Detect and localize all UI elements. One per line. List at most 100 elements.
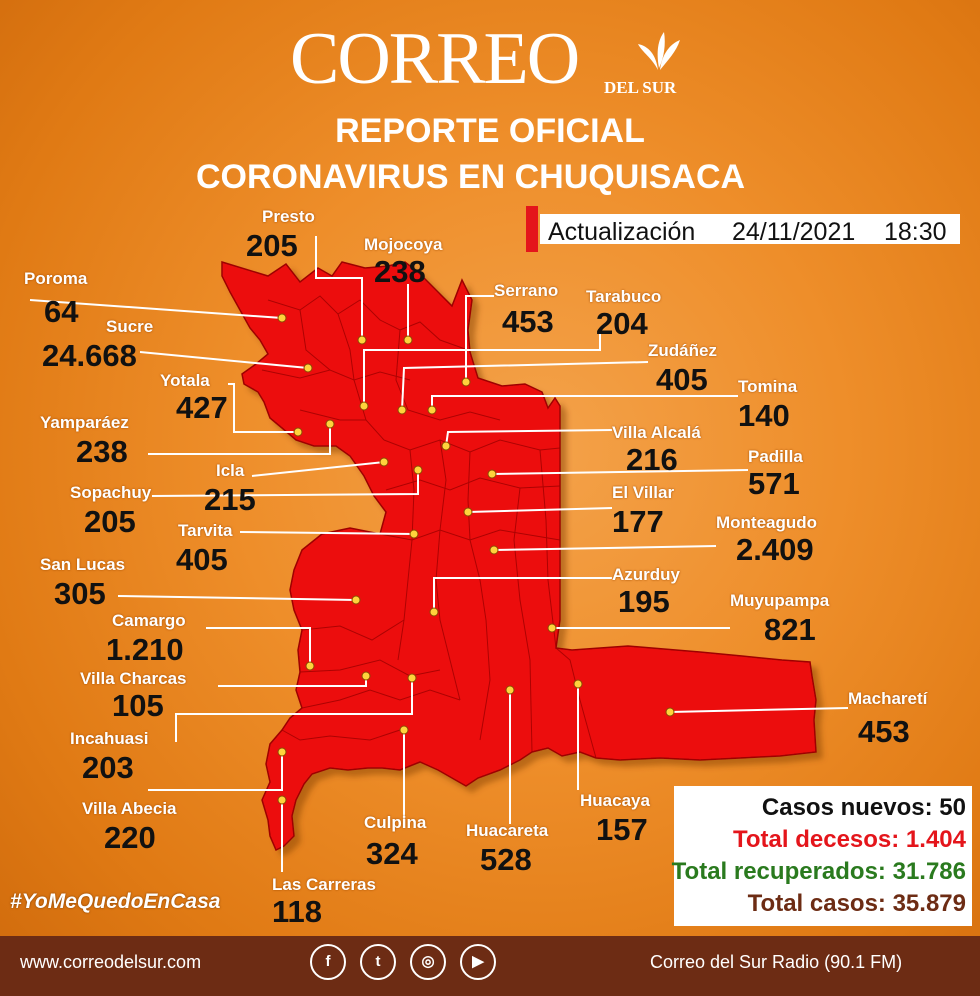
municipality-cases-sucre: 24.668	[42, 338, 137, 373]
municipality-name-tarabuco: Tarabuco	[586, 287, 662, 306]
municipality-cases-el-villar: 177	[612, 504, 664, 539]
municipality-name-incahuasi: Incahuasi	[70, 729, 149, 748]
marker-muyupampa	[547, 623, 557, 633]
marker-presto	[357, 335, 367, 345]
marker-yotala	[293, 427, 303, 437]
municipality-cases-camargo: 1.210	[106, 632, 184, 667]
leader-lines	[29, 236, 849, 872]
marker-san-lucas	[351, 595, 361, 605]
municipality-name-poroma: Poroma	[24, 269, 88, 288]
update-accent-bar	[526, 206, 538, 252]
municipality-name-muyupampa: Muyupampa	[730, 591, 830, 610]
instagram-icon[interactable]: ◎	[410, 944, 446, 980]
municipality-name-presto: Presto	[262, 207, 315, 226]
municipality-name-sucre: Sucre	[106, 317, 154, 336]
municipality-name-serrano: Serrano	[494, 281, 559, 300]
marker-poroma	[277, 313, 287, 323]
municipality-name-yotala: Yotala	[160, 371, 210, 390]
report-subtitle: CORONAVIRUS EN CHUQUISACA	[196, 158, 746, 196]
marker-mojocoya	[403, 335, 413, 345]
municipality-cases-huacareta: 528	[480, 842, 532, 877]
municipality-cases-yotala: 427	[176, 390, 228, 425]
municipality-cases-icla: 215	[204, 482, 256, 517]
municipality-cases-villa-alcala: 216	[626, 442, 678, 477]
marker-villa-alcala	[441, 441, 451, 451]
total-deaths: Total decesos: 1.404	[733, 826, 966, 853]
municipality-name-villa-abecia: Villa Abecia	[82, 799, 177, 818]
marker-machareti	[665, 707, 675, 717]
marker-culpina	[399, 725, 409, 735]
municipality-cases-villa-charcas: 105	[112, 688, 164, 723]
twitter-icon[interactable]: t	[360, 944, 396, 980]
marker-sopachuy	[413, 465, 423, 475]
municipality-cases-incahuasi: 203	[82, 750, 134, 785]
leaf-logo-icon	[638, 32, 680, 70]
municipality-name-machareti: Macharetí	[848, 689, 928, 708]
update-box: Actualización 24/11/2021 18:30	[526, 206, 962, 252]
municipality-borders	[261, 295, 597, 759]
municipality-cases-machareti: 453	[858, 714, 910, 749]
marker-villa-abecia	[277, 747, 287, 757]
update-label: Actualización	[548, 218, 696, 246]
municipality-cases-mojocoya: 238	[374, 254, 426, 289]
municipality-cases-padilla: 571	[748, 466, 800, 501]
municipality-cases-tomina: 140	[738, 398, 790, 433]
marker-sucre	[303, 363, 313, 373]
municipality-name-mojocoya: Mojocoya	[364, 235, 443, 254]
marker-zudanez	[397, 405, 407, 415]
municipality-name-sopachuy: Sopachuy	[70, 483, 152, 502]
municipality-name-el-villar: El Villar	[612, 483, 675, 502]
municipality-name-tarvita: Tarvita	[178, 521, 233, 540]
municipality-cases-tarvita: 405	[176, 542, 228, 577]
logo-wordmark: CORREO	[290, 18, 580, 100]
summary-panel: Casos nuevos: 50 Total decesos: 1.404 To…	[671, 786, 972, 926]
total-cases: Total casos: 35.879	[747, 890, 966, 917]
facebook-icon[interactable]: f	[310, 944, 346, 980]
update-time: 18:30	[884, 218, 947, 246]
municipality-cases-muyupampa: 821	[764, 612, 816, 647]
logo-subtitle: DEL SUR	[604, 78, 677, 97]
marker-el-villar	[463, 507, 473, 517]
marker-huacareta	[505, 685, 515, 695]
marker-villa-charcas	[361, 671, 371, 681]
municipality-name-azurduy: Azurduy	[612, 565, 680, 584]
municipality-name-huacareta: Huacareta	[466, 821, 549, 840]
municipality-cases-yamparaez: 238	[76, 434, 128, 469]
total-recovered: Total recuperados: 31.786	[671, 858, 966, 885]
municipality-name-las-carreras: Las Carreras	[272, 875, 376, 894]
municipality-name-yamparaez: Yamparáez	[40, 413, 129, 432]
municipality-cases-serrano: 453	[502, 304, 554, 339]
department-outline	[221, 260, 817, 852]
marker-azurduy	[429, 607, 439, 617]
municipality-name-villa-charcas: Villa Charcas	[80, 669, 187, 688]
marker-monteagudo	[489, 545, 499, 555]
municipality-cases-villa-abecia: 220	[104, 820, 156, 855]
municipality-cases-monteagudo: 2.409	[736, 532, 814, 567]
hashtag: #YoMeQuedoEnCasa	[10, 890, 221, 913]
municipality-cases-san-lucas: 305	[54, 576, 106, 611]
municipality-cases-azurduy: 195	[618, 584, 670, 619]
municipality-cases-las-carreras: 118	[272, 894, 323, 929]
municipality-name-camargo: Camargo	[112, 611, 186, 630]
municipality-name-zudanez: Zudáñez	[648, 341, 717, 360]
marker-yamparaez	[325, 419, 335, 429]
youtube-icon[interactable]: ▶	[460, 944, 496, 980]
website-link[interactable]: www.correodelsur.com	[20, 952, 202, 972]
new-cases: Casos nuevos: 50	[761, 794, 966, 821]
report-title: REPORTE OFICIAL	[335, 112, 645, 150]
municipality-markers	[277, 313, 675, 805]
municipality-name-monteagudo: Monteagudo	[716, 513, 818, 532]
municipality-name-san-lucas: San Lucas	[40, 555, 126, 574]
municipality-name-padilla: Padilla	[748, 447, 803, 466]
marker-camargo	[305, 661, 315, 671]
footer-bar: www.correodelsur.com f t ◎ ▶ Correo del …	[0, 936, 980, 996]
municipality-cases-poroma: 64	[44, 294, 79, 329]
marker-icla	[379, 457, 389, 467]
municipality-cases-sopachuy: 205	[84, 504, 136, 539]
municipality-name-villa-alcala: Villa Alcalá	[612, 423, 701, 442]
marker-tarabuco	[359, 401, 369, 411]
update-panel	[540, 214, 960, 244]
municipality-name-icla: Icla	[216, 461, 245, 480]
radio-info: Correo del Sur Radio (90.1 FM)	[650, 952, 903, 972]
